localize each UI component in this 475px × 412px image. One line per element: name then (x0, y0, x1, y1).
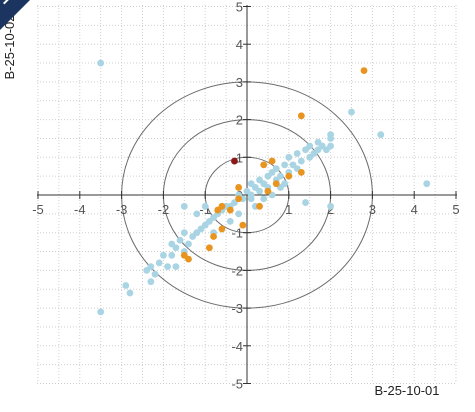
data-point (201, 202, 209, 210)
data-point (176, 236, 184, 244)
y-tick-label: 1 (236, 150, 243, 165)
y-tick-label: 3 (236, 75, 243, 90)
data-point (235, 195, 243, 203)
data-point (185, 240, 192, 248)
data-point (226, 206, 234, 214)
data-point (214, 206, 222, 214)
data-point (218, 225, 226, 233)
data-point (247, 195, 255, 203)
data-point (423, 180, 431, 188)
corner-badge (0, 0, 30, 30)
data-point (297, 168, 305, 176)
data-point (260, 195, 268, 203)
data-point (360, 67, 368, 74)
data-point (327, 131, 334, 139)
y-tick-label: 5 (236, 0, 243, 15)
data-point (172, 244, 180, 252)
data-points (97, 59, 431, 316)
x-tick-label: -4 (74, 202, 86, 217)
x-tick-label: -3 (116, 202, 128, 217)
x-axis-label: B-25-10-01 (374, 383, 439, 398)
data-point (264, 187, 272, 195)
data-point (147, 263, 155, 271)
data-point (205, 244, 213, 252)
axes (37, 5, 457, 384)
data-point (164, 263, 171, 271)
data-point (327, 142, 334, 150)
data-point (272, 165, 280, 173)
data-point (160, 251, 167, 259)
data-point (306, 142, 314, 150)
data-point (297, 112, 305, 120)
data-point (235, 210, 243, 218)
data-point (281, 161, 289, 169)
y-tick-label: -4 (231, 339, 243, 354)
data-point (302, 199, 309, 206)
data-point (239, 221, 247, 229)
data-point (235, 184, 243, 191)
data-point (256, 202, 263, 210)
y-tick-label: -1 (231, 226, 243, 241)
x-tick-label: 4 (411, 202, 418, 217)
data-point (272, 180, 280, 188)
data-point (126, 289, 134, 297)
data-point (297, 157, 305, 165)
data-point (256, 187, 263, 195)
x-tick-label: 3 (369, 202, 376, 217)
data-point (377, 131, 385, 139)
x-tick-label: -2 (158, 202, 170, 217)
data-point (327, 202, 334, 210)
y-tick-label: -2 (231, 263, 243, 278)
data-point (155, 259, 163, 267)
data-point (226, 217, 234, 225)
data-point (285, 172, 293, 180)
data-point (285, 153, 293, 161)
data-point (293, 150, 301, 157)
x-tick-label: 5 (452, 202, 459, 217)
data-point (172, 263, 180, 271)
x-tick-label: -5 (32, 202, 44, 217)
data-point (168, 251, 176, 259)
data-point (210, 233, 217, 240)
y-tick-label: -5 (231, 377, 243, 392)
data-point (97, 308, 105, 316)
data-point (151, 270, 159, 278)
data-point (97, 59, 105, 67)
data-point (193, 210, 201, 218)
y-tick-label: 2 (236, 113, 243, 128)
data-point (185, 255, 192, 263)
data-point (147, 278, 155, 286)
y-axis-label: B-25-10-02 (2, 14, 17, 79)
data-point (277, 172, 284, 180)
data-point (231, 157, 238, 165)
y-tick-label: -3 (231, 301, 243, 316)
y-tick-label: 4 (236, 37, 243, 52)
x-tick-label: 1 (285, 202, 292, 217)
data-point (122, 282, 130, 289)
data-point (348, 108, 355, 116)
data-point (180, 202, 188, 210)
data-point (268, 157, 276, 165)
data-point (180, 229, 188, 237)
data-point (260, 161, 268, 169)
data-point (281, 180, 289, 188)
